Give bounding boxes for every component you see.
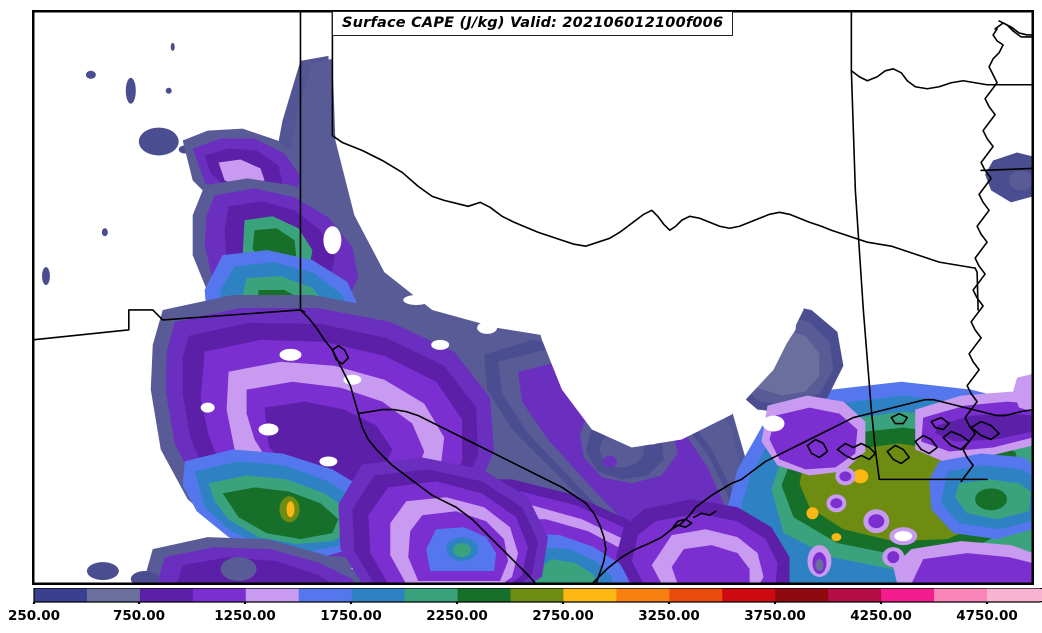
colorbar-swatch — [987, 588, 1041, 602]
colorbar: 250.00 750.00 1250.00 1750.00 2250.00 2750.00… — [0, 588, 1042, 633]
colorbar-tick-label: 1250.00 — [214, 608, 276, 624]
map-title: Surface CAPE (J/kg) Valid: 202106012100f… — [332, 11, 734, 36]
colorbar-tick-label: 4750.00 — [956, 608, 1018, 624]
colorbar-tick-label: 4250.00 — [850, 608, 912, 624]
colorbar-swatch — [457, 588, 511, 602]
colorbar-tick-label: 2250.00 — [426, 608, 488, 624]
colorbar-tick-label: 3250.00 — [638, 608, 700, 624]
colorbar-swatch — [881, 588, 935, 602]
colorbar-swatch — [828, 588, 882, 602]
colorbar-swatch — [351, 588, 406, 602]
colorbar-swatch — [298, 588, 353, 602]
colorbar-tick-labels: 250.00 750.00 1250.00 1750.00 2250.00 2750.00… — [0, 608, 1042, 630]
colorbar-swatch — [934, 588, 988, 602]
colorbar-swatch — [616, 588, 670, 602]
colorbar-tick-label: 3750.00 — [744, 608, 806, 624]
colorbar-swatch — [404, 588, 459, 602]
cape-contour-map — [33, 11, 1033, 584]
colorbar-swatch — [775, 588, 829, 602]
colorbar-swatch — [245, 588, 300, 602]
colorbar-swatch — [669, 588, 723, 602]
colorbar-swatch — [192, 588, 247, 602]
colorbar-swatch — [510, 588, 564, 602]
colorbar-swatch — [86, 588, 141, 602]
colorbar-outline — [33, 588, 1042, 603]
colorbar-tick-label: 750.00 — [112, 608, 166, 624]
colorbar-swatch — [34, 588, 88, 602]
map-panel — [32, 10, 1034, 585]
colorbar-swatch — [139, 588, 194, 602]
colorbar-tick-label: 1750.00 — [320, 608, 382, 624]
colorbar-tick-label: 250.00 — [7, 608, 61, 624]
colorbar-swatch — [563, 588, 617, 602]
colorbar-extend-max-arrow — [1039, 588, 1042, 602]
colorbar-tick-label: 2750.00 — [532, 608, 594, 624]
colorbar-swatches — [32, 588, 1042, 604]
colorbar-swatch — [722, 588, 776, 602]
colorbar-strip — [0, 588, 1042, 604]
